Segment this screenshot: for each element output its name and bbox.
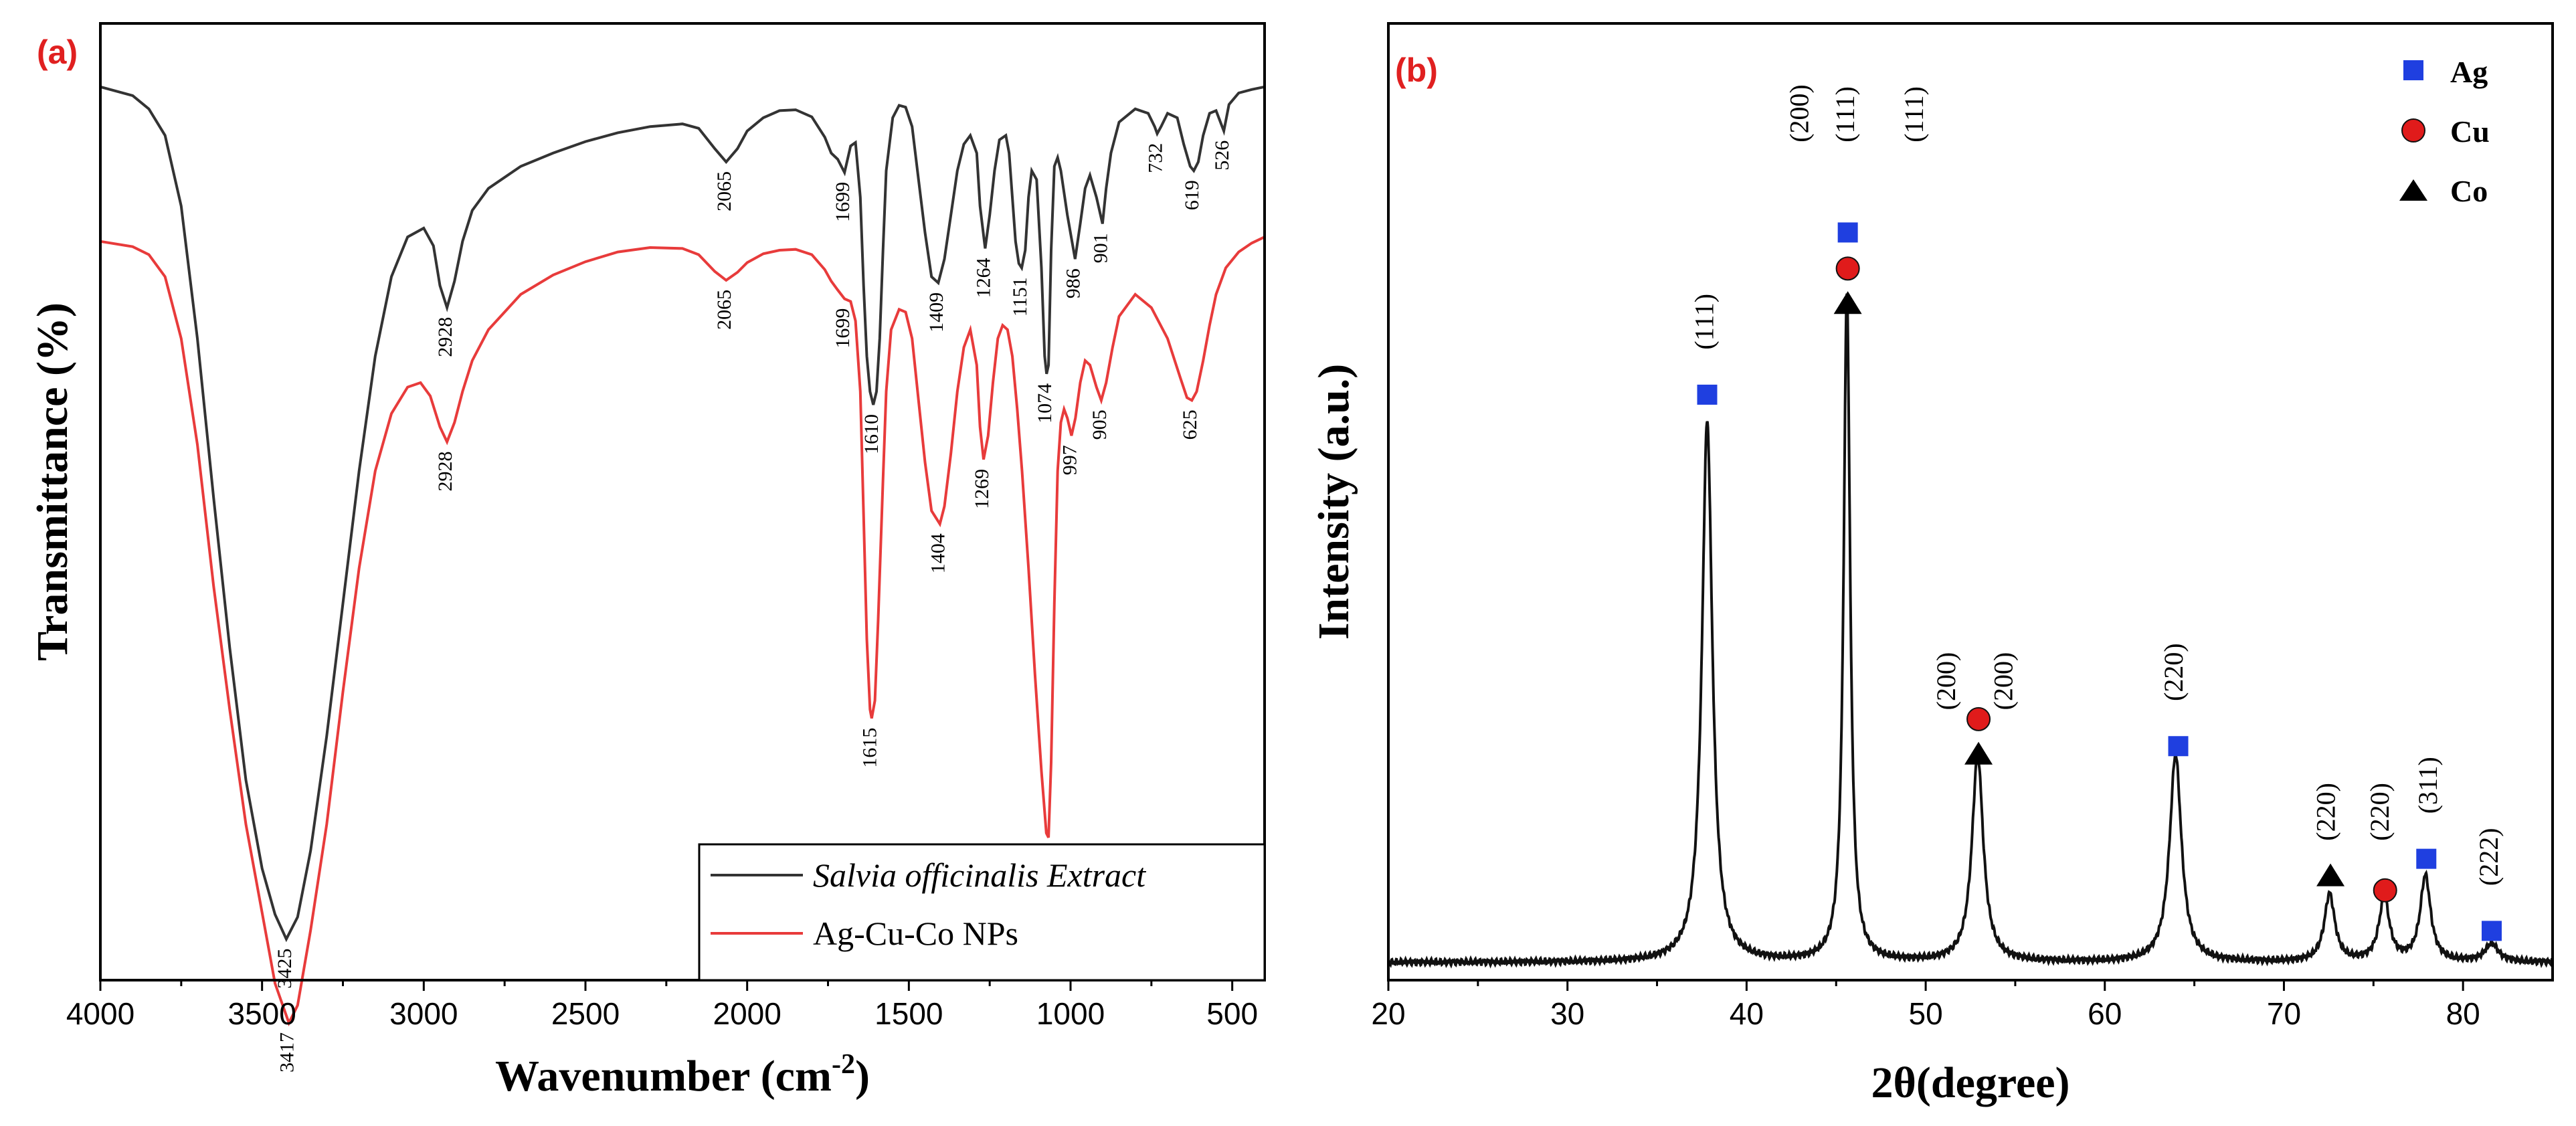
ftir-x-tick-label: 3500 bbox=[227, 996, 296, 1031]
nps-peak-label-1269: 1269 bbox=[971, 469, 993, 509]
ag-square-marker bbox=[2168, 736, 2189, 757]
hkl-label: (200) bbox=[1784, 84, 1815, 143]
xrd-x-tick-label: 80 bbox=[2446, 996, 2480, 1031]
extract-peak-label-526: 526 bbox=[1211, 140, 1233, 171]
extract-peak-label-1699: 1699 bbox=[832, 182, 854, 222]
xrd-hkl-labels: (111) (200) (111) (111) (200) (200) (220) (220)… bbox=[1689, 84, 2504, 886]
hkl-label: (200) bbox=[1931, 652, 1961, 711]
hkl-label: (220) bbox=[2158, 643, 2189, 701]
ftir-panel-label: (a) bbox=[37, 33, 78, 71]
extract-peak-label-1409: 1409 bbox=[925, 292, 947, 333]
ag-square-marker bbox=[2416, 848, 2437, 869]
xrd-legend: Ag Cu Co bbox=[2399, 55, 2490, 208]
ftir-legend-extract-label: Salvia officinalis Extract bbox=[813, 856, 1146, 894]
legend-ag-square-icon bbox=[2403, 60, 2423, 80]
extract-peak-label-901: 901 bbox=[1090, 233, 1112, 263]
ftir-extract-line bbox=[100, 85, 1265, 943]
legend-co-label: Co bbox=[2450, 174, 2488, 208]
nps-peak-label-1615: 1615 bbox=[859, 728, 881, 768]
co-triangle-marker bbox=[2316, 863, 2345, 886]
ftir-x-tick-label: 3000 bbox=[389, 996, 458, 1031]
legend-cu-label: Cu bbox=[2450, 114, 2490, 149]
nps-peak-label-905: 905 bbox=[1089, 409, 1111, 440]
xrd-x-tick-label: 70 bbox=[2267, 996, 2301, 1031]
ftir-series-group bbox=[100, 85, 1265, 1027]
ftir-x-tick-label: 4000 bbox=[66, 996, 134, 1031]
ftir-nps-line bbox=[100, 236, 1265, 1027]
co-triangle-marker bbox=[1833, 291, 1862, 314]
xrd-x-tick-label: 30 bbox=[1550, 996, 1584, 1031]
extract-peak-label-619: 619 bbox=[1181, 180, 1203, 210]
extract-peak-label-732: 732 bbox=[1144, 143, 1166, 173]
legend-cu-circle-icon bbox=[2401, 118, 2425, 143]
ag-square-marker bbox=[1697, 384, 1718, 405]
ag-square-marker bbox=[2481, 921, 2502, 941]
ftir-plot-frame bbox=[99, 22, 1266, 981]
extract-peak-label-2928: 2928 bbox=[434, 317, 456, 357]
cu-circle-marker bbox=[2373, 878, 2397, 903]
ftir-x-axis-title-main: Wavenumber (cm bbox=[495, 1052, 832, 1101]
ftir-y-axis-title: Transmittance (%) bbox=[28, 302, 77, 661]
xrd-panel-label: (b) bbox=[1395, 52, 1438, 89]
cu-circle-marker bbox=[1966, 707, 1991, 731]
ftir-x-tick-label: 1000 bbox=[1036, 996, 1105, 1031]
ftir-x-tick-label: 500 bbox=[1206, 996, 1258, 1031]
xrd-pattern-line bbox=[1387, 293, 2554, 969]
hkl-label: (111) bbox=[1689, 294, 1720, 350]
ftir-x-axis-title: Wavenumber (cm-2) bbox=[495, 1049, 870, 1101]
ftir-legend: Salvia officinalis Extract Ag-Cu-Co NPs bbox=[698, 843, 1266, 981]
xrd-phase-markers bbox=[1697, 222, 2502, 941]
nps-peak-label-1699: 1699 bbox=[832, 308, 854, 349]
xrd-plot-frame bbox=[1387, 22, 2554, 981]
nps-peak-label-3417: 3417 bbox=[276, 1032, 298, 1072]
cu-circle-marker bbox=[1835, 256, 1860, 281]
hkl-label: (200) bbox=[1989, 652, 2019, 711]
nps-peak-label-2065: 2065 bbox=[713, 290, 735, 330]
xrd-x-tick-label: 60 bbox=[2088, 996, 2122, 1031]
hkl-label: (311) bbox=[2413, 757, 2443, 814]
extract-peak-label-3425: 3425 bbox=[274, 949, 296, 989]
legend-ag-label: Ag bbox=[2450, 55, 2488, 89]
ag-square-marker bbox=[1837, 222, 1858, 243]
nps-peak-label-1404: 1404 bbox=[927, 533, 949, 573]
nps-peak-label-997: 997 bbox=[1059, 445, 1081, 475]
nps-peak-label-2928: 2928 bbox=[434, 451, 456, 491]
xrd-x-axis-title: 2θ(degree) bbox=[1871, 1058, 2069, 1107]
xrd-x-tick-label: 20 bbox=[1371, 996, 1405, 1031]
ftir-x-tick-label: 2000 bbox=[713, 996, 781, 1031]
panel-b: (111) (200) (111) (111) (200) (200) (220) (220)… bbox=[1309, 22, 2554, 1107]
hkl-label: (111) bbox=[1899, 86, 1929, 143]
nps-peak-label-625: 625 bbox=[1179, 409, 1201, 440]
extract-peak-label-1074: 1074 bbox=[1034, 383, 1056, 424]
xrd-x-ticks: 20 30 40 50 60 70 80 bbox=[1371, 980, 2480, 1031]
ftir-x-tick-label: 2500 bbox=[551, 996, 620, 1031]
legend-co-triangle-icon bbox=[2399, 179, 2427, 201]
hkl-label: (222) bbox=[2474, 828, 2504, 886]
extract-peak-label-1264: 1264 bbox=[972, 258, 994, 298]
ftir-x-axis-title-sup: -2 bbox=[832, 1049, 855, 1080]
extract-peak-label-1610: 1610 bbox=[860, 414, 883, 454]
xrd-x-tick-label: 40 bbox=[1730, 996, 1764, 1031]
xrd-x-tick-label: 50 bbox=[1908, 996, 1942, 1031]
ftir-legend-nps-label: Ag-Cu-Co NPs bbox=[813, 915, 1018, 952]
extract-peak-label-986: 986 bbox=[1063, 268, 1085, 298]
xrd-y-axis-title: Intensity (a.u.) bbox=[1309, 364, 1358, 640]
hkl-label: (220) bbox=[2365, 783, 2395, 841]
ftir-x-ticks: 4000 3500 3000 2500 2000 1500 1000 500 bbox=[66, 980, 1258, 1031]
co-triangle-marker bbox=[1964, 741, 1993, 765]
hkl-label: (111) bbox=[1830, 86, 1860, 143]
ftir-x-tick-label: 1500 bbox=[875, 996, 943, 1031]
ftir-legend-box bbox=[698, 843, 1266, 981]
extract-peak-label-2065: 2065 bbox=[713, 171, 735, 211]
hkl-label: (220) bbox=[2311, 783, 2341, 841]
ftir-x-axis-title-tail: ) bbox=[855, 1052, 870, 1101]
extract-peak-label-1151: 1151 bbox=[1009, 277, 1031, 316]
